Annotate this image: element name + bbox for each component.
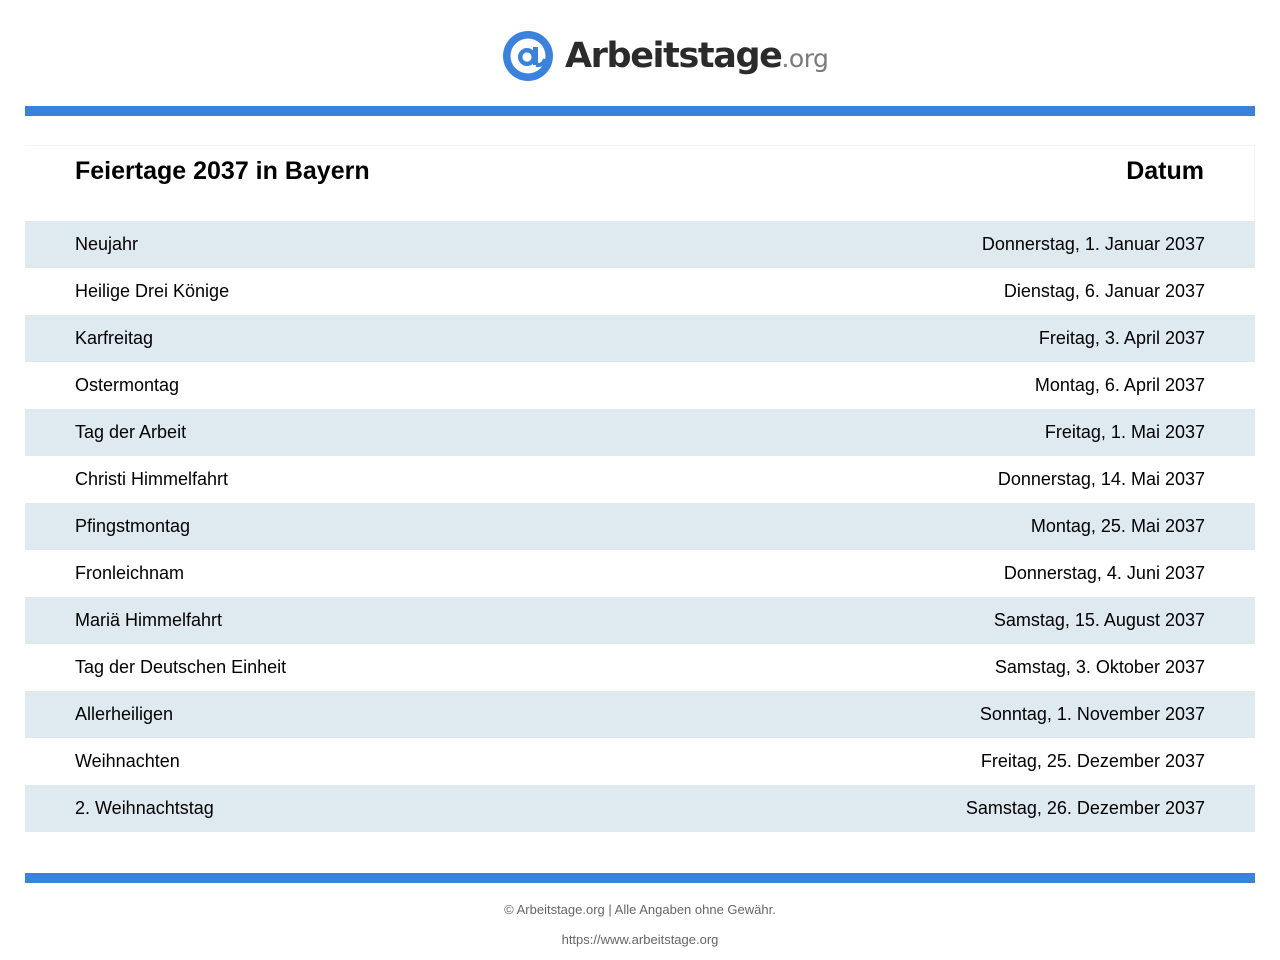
holiday-name: Pfingstmontag bbox=[75, 516, 191, 536]
holiday-date: Sonntag, 1. November 2037 bbox=[979, 704, 1205, 724]
holiday-name: Weihnachten bbox=[75, 751, 180, 771]
table-row: Fronleichnam Donnerstag, 4. Juni 2037 bbox=[25, 550, 1255, 597]
holiday-name: Mariä Himmelfahrt bbox=[75, 610, 223, 630]
table-header: Feiertage 2037 in Bayern Datum bbox=[25, 145, 1255, 221]
holiday-date: Donnerstag, 4. Juni 2037 bbox=[1003, 563, 1205, 583]
table-title: Feiertage 2037 in Bayern bbox=[75, 157, 370, 185]
holiday-name: Fronleichnam bbox=[75, 563, 185, 583]
at-sign-icon bbox=[503, 31, 553, 81]
holiday-date: Freitag, 1. Mai 2037 bbox=[1044, 422, 1205, 442]
date-column-header: Datum bbox=[1126, 157, 1204, 185]
page-header: Arbeitstage.org bbox=[0, 0, 1280, 106]
holiday-table: Feiertage 2037 in Bayern Datum Neujahr D… bbox=[25, 145, 1255, 832]
holiday-name: Allerheiligen bbox=[75, 704, 174, 724]
footer-url-link[interactable]: https://www.arbeitstage.org bbox=[561, 932, 719, 947]
holiday-name: Karfreitag bbox=[75, 328, 154, 348]
holiday-name: Ostermontag bbox=[75, 375, 180, 395]
holiday-date: Montag, 25. Mai 2037 bbox=[1030, 516, 1205, 536]
holiday-name: Tag der Deutschen Einheit bbox=[75, 657, 287, 677]
holiday-name: Tag der Arbeit bbox=[75, 422, 187, 442]
site-logo[interactable]: Arbeitstage.org bbox=[503, 30, 829, 82]
holiday-name: 2. Weihnachtstag bbox=[75, 798, 214, 818]
top-divider-bar bbox=[25, 106, 1255, 116]
table-row: Heilige Drei Könige Dienstag, 6. Januar … bbox=[25, 268, 1255, 315]
table-row: Weihnachten Freitag, 25. Dezember 2037 bbox=[25, 738, 1255, 785]
table-row: Neujahr Donnerstag, 1. Januar 2037 bbox=[25, 221, 1255, 268]
table-row: Christi Himmelfahrt Donnerstag, 14. Mai … bbox=[25, 456, 1255, 503]
table-row: 2. Weihnachtstag Samstag, 26. Dezember 2… bbox=[25, 785, 1255, 832]
table-row: Ostermontag Montag, 6. April 2037 bbox=[25, 362, 1255, 409]
table-row: Allerheiligen Sonntag, 1. November 2037 bbox=[25, 691, 1255, 738]
holiday-date: Samstag, 3. Oktober 2037 bbox=[994, 657, 1205, 677]
footer-copyright: © Arbeitstage.org | Alle Angaben ohne Ge… bbox=[504, 902, 776, 917]
holiday-date: Freitag, 3. April 2037 bbox=[1038, 328, 1205, 348]
holiday-name: Christi Himmelfahrt bbox=[75, 469, 229, 489]
logo-tld: .org bbox=[781, 43, 829, 73]
table-row: Tag der Deutschen Einheit Samstag, 3. Ok… bbox=[25, 644, 1255, 691]
holiday-date: Montag, 6. April 2037 bbox=[1034, 375, 1205, 395]
table-row: Pfingstmontag Montag, 25. Mai 2037 bbox=[25, 503, 1255, 550]
holiday-date: Dienstag, 6. Januar 2037 bbox=[1003, 281, 1205, 301]
holiday-date: Samstag, 15. August 2037 bbox=[993, 610, 1205, 630]
holiday-name: Heilige Drei Könige bbox=[75, 281, 230, 301]
holiday-date: Donnerstag, 1. Januar 2037 bbox=[981, 234, 1205, 254]
table-row: Karfreitag Freitag, 3. April 2037 bbox=[25, 315, 1255, 362]
holiday-date: Samstag, 26. Dezember 2037 bbox=[965, 798, 1205, 818]
table-body: Neujahr Donnerstag, 1. Januar 2037 Heili… bbox=[25, 221, 1255, 832]
holiday-date: Freitag, 25. Dezember 2037 bbox=[980, 751, 1205, 771]
logo-wordmark: Arbeitstage.org bbox=[565, 35, 829, 76]
table-row: Tag der Arbeit Freitag, 1. Mai 2037 bbox=[25, 409, 1255, 456]
bottom-divider-bar bbox=[25, 873, 1255, 883]
holiday-date: Donnerstag, 14. Mai 2037 bbox=[997, 469, 1205, 489]
logo-name: Arbeitstage bbox=[565, 35, 783, 76]
table-row: Mariä Himmelfahrt Samstag, 15. August 20… bbox=[25, 597, 1255, 644]
holiday-name: Neujahr bbox=[75, 234, 139, 254]
